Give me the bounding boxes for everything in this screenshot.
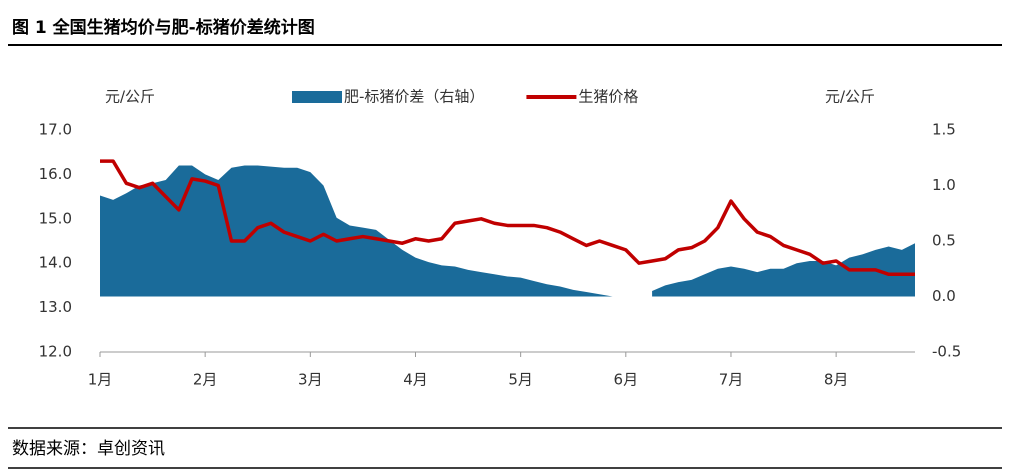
legend-label: 生猪价格	[578, 88, 638, 106]
y-tick-label: 17.0	[39, 121, 72, 139]
x-tick-label: 2月	[193, 371, 218, 389]
source: 数据来源：卓创资讯	[12, 439, 165, 459]
y2-axis-label: 元/公斤	[825, 88, 875, 106]
legend-label: 肥-标猪价差（右轴）	[344, 88, 484, 106]
y2-tick-label: -0.5	[932, 343, 961, 361]
area	[652, 243, 915, 297]
x-tick-label: 7月	[719, 371, 744, 389]
y-tick-label: 12.0	[39, 343, 72, 361]
chart-title: 图 1 全国生猪均价与肥-标猪价差统计图	[12, 17, 315, 38]
y-tick-label: 16.0	[39, 165, 72, 183]
area	[100, 165, 613, 297]
y2-tick-label: 1.0	[932, 176, 956, 194]
y2-tick-label: 0.5	[932, 232, 956, 250]
y-tick-label: 15.0	[39, 209, 72, 227]
line	[100, 159, 915, 277]
y-tick-label: 14.0	[39, 254, 72, 272]
x-tick-label: 1月	[88, 371, 113, 389]
legend-swatch	[292, 91, 342, 103]
x-tick-label: 5月	[508, 371, 533, 389]
y-tick-label: 13.0	[39, 298, 72, 316]
x-tick-label: 8月	[824, 371, 849, 389]
x-tick-label: 3月	[298, 371, 323, 389]
y2-tick-label: 0.0	[932, 287, 956, 305]
y-axis-label: 元/公斤	[105, 88, 155, 106]
x-tick-label: 6月	[614, 371, 639, 389]
y2-tick-label: 1.5	[932, 121, 956, 139]
x-tick-label: 4月	[403, 371, 428, 389]
